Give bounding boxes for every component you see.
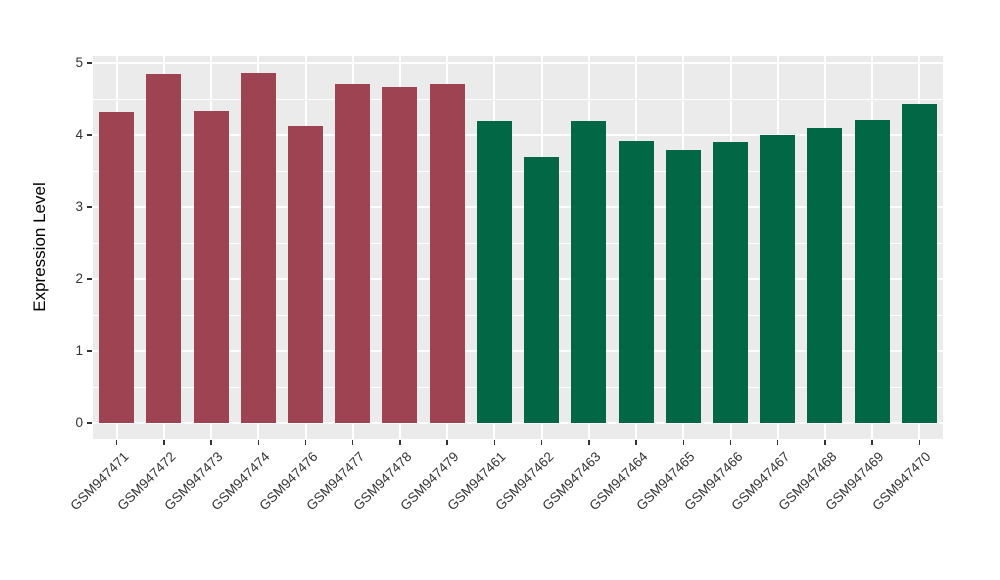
x-tick-label: GSM947476 — [255, 449, 321, 514]
x-tick-label: GSM947470 — [869, 449, 934, 514]
x-tick-label: GSM947463 — [539, 449, 604, 514]
y-tick-label: 4 — [75, 127, 83, 142]
gridline-major — [93, 206, 943, 208]
x-tick-mark — [918, 440, 921, 445]
x-tick-label: GSM947479 — [397, 449, 462, 514]
bar — [524, 156, 560, 423]
x-tick-mark — [635, 440, 637, 445]
x-tick-label: GSM947471 — [67, 449, 132, 514]
y-tick-mark — [87, 422, 92, 424]
x-tick-label: GSM947473 — [161, 449, 226, 514]
y-tick-mark — [87, 278, 92, 280]
x-tick-mark — [304, 440, 307, 445]
x-tick-mark — [210, 440, 212, 445]
bar — [665, 150, 701, 423]
gridline-major — [93, 278, 943, 280]
x-tick-mark — [824, 440, 826, 445]
gridline-minor — [93, 242, 943, 244]
bar — [382, 86, 418, 423]
x-tick-label: GSM947474 — [208, 449, 273, 514]
y-tick-label: 1 — [75, 343, 83, 358]
x-tick-label: GSM947461 — [444, 449, 509, 514]
bar — [901, 104, 937, 423]
y-tick-mark — [87, 350, 92, 352]
x-tick-label: GSM947464 — [586, 449, 651, 514]
bar — [240, 73, 276, 423]
bar — [807, 127, 843, 423]
x-tick-mark — [682, 440, 685, 445]
x-tick-mark — [446, 440, 448, 445]
x-tick-mark — [351, 440, 354, 445]
x-tick-mark — [540, 440, 543, 445]
gridline-major — [93, 134, 943, 136]
gridline-minor — [93, 98, 943, 100]
bar — [760, 135, 796, 423]
gridline-minor — [93, 314, 943, 316]
x-tick-label: GSM947472 — [114, 449, 179, 514]
x-tick-label: GSM947478 — [350, 449, 415, 514]
y-tick-mark — [87, 62, 92, 64]
gridline-major — [93, 422, 943, 424]
x-tick-mark — [399, 440, 401, 445]
x-tick-mark — [729, 440, 732, 445]
y-tick-label: 5 — [75, 55, 83, 70]
bar — [335, 83, 371, 423]
x-tick-label: GSM947467 — [728, 449, 793, 514]
bar — [571, 121, 607, 423]
x-tick-mark — [257, 440, 260, 445]
bar — [193, 111, 229, 423]
y-tick-label: 0 — [75, 415, 83, 430]
gridline-major — [93, 62, 943, 64]
bar — [99, 111, 135, 423]
x-tick-label: GSM947465 — [633, 449, 698, 514]
x-tick-label: GSM947469 — [822, 449, 887, 514]
x-tick-mark — [871, 440, 873, 445]
bar — [854, 119, 890, 423]
y-tick-label: 2 — [75, 271, 83, 286]
y-tick-mark — [87, 134, 92, 136]
plot-panel — [93, 56, 943, 439]
gridline-minor — [93, 170, 943, 172]
x-tick-label: GSM947466 — [680, 449, 746, 514]
x-tick-mark — [776, 440, 779, 445]
x-tick-mark — [115, 440, 118, 445]
bar — [429, 83, 465, 423]
gridline-minor — [93, 386, 943, 388]
x-tick-label: GSM947477 — [303, 449, 368, 514]
x-tick-mark — [493, 440, 496, 445]
x-tick-mark — [588, 440, 590, 445]
bar — [146, 73, 182, 423]
bar — [288, 126, 323, 423]
y-tick-label: 3 — [75, 199, 83, 214]
x-tick-label: GSM947468 — [775, 449, 840, 514]
x-tick-label: GSM947462 — [492, 449, 557, 514]
bar — [476, 121, 512, 423]
y-tick-mark — [87, 206, 92, 208]
x-tick-mark — [163, 440, 165, 445]
gridline-major — [93, 350, 943, 352]
bar — [713, 142, 748, 423]
bar — [618, 140, 654, 423]
